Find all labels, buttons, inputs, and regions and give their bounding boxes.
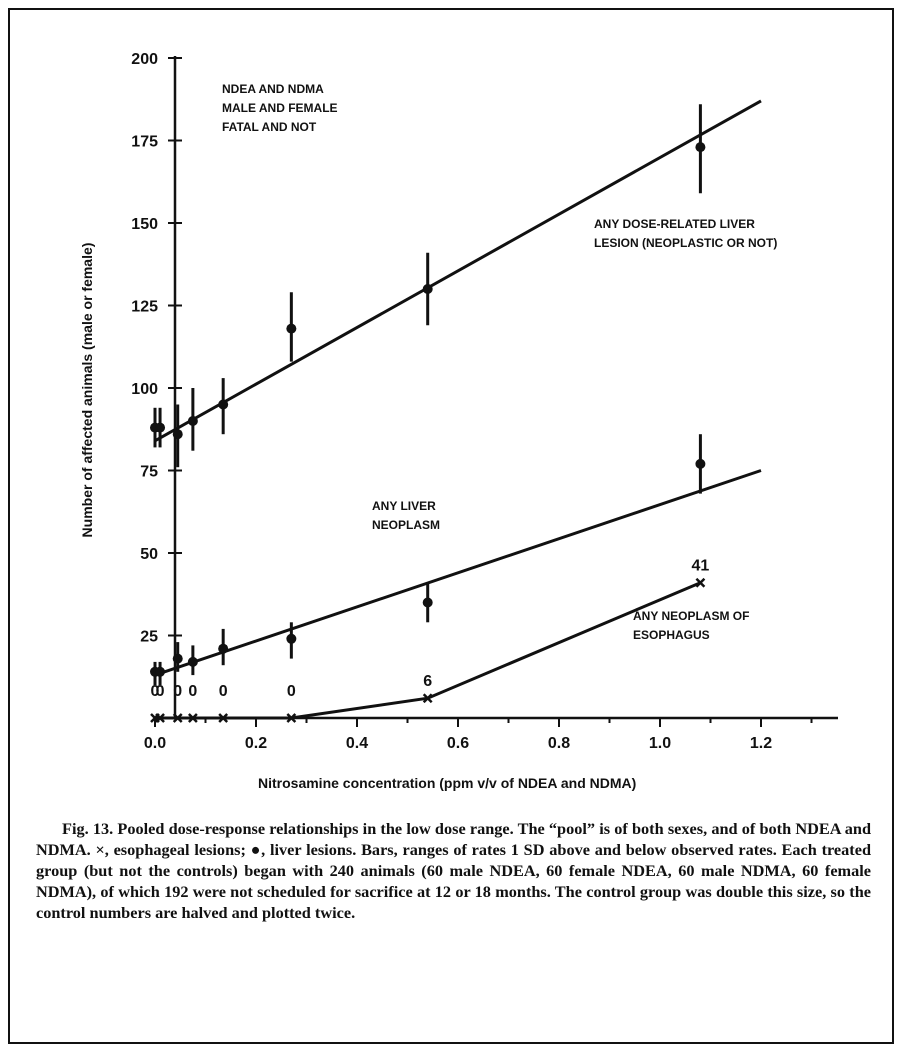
series-label-esophagus-line-2: ESOPHAGUS [633, 628, 710, 642]
x-tick-label: 0.0 [144, 735, 166, 752]
caption-paragraph: Fig. 13. Pooled dose-response relationsh… [36, 819, 871, 922]
y-tick-label: 75 [140, 464, 158, 481]
data-label: 41 [692, 558, 710, 575]
series-line [155, 581, 701, 720]
data-point-dot [155, 422, 166, 433]
y-tick-label: 175 [131, 134, 158, 151]
x-axis-label: Nitrosamine concentration (ppm v/v of ND… [258, 775, 636, 791]
data-point-dot [286, 633, 297, 644]
data-label: 6 [423, 673, 432, 690]
data-label: 0 [156, 683, 165, 700]
data-point-x [218, 713, 229, 723]
x-tick-label: 0.2 [245, 735, 267, 752]
series-line [154, 99, 762, 443]
data-label: 0 [219, 683, 228, 700]
data-point-dot [695, 458, 706, 469]
data-label: 0 [287, 683, 296, 700]
data-label: 0 [188, 683, 197, 700]
data-point-dot [172, 429, 183, 440]
data-point-x [187, 713, 198, 723]
series-label-esophagus-line-1: ANY NEOPLASM OF [633, 609, 749, 623]
data-point-dot [155, 666, 166, 677]
x-tick-label: 0.8 [548, 735, 570, 752]
data-point-dot [286, 323, 297, 334]
legend-line-2: MALE AND FEMALE [222, 101, 338, 115]
data-point-dot [422, 284, 433, 294]
y-tick-label: 100 [131, 381, 158, 398]
x-tick-label: 0.4 [346, 735, 368, 752]
series-label-liver-neoplasm-line-1: ANY LIVER [372, 499, 436, 513]
data-point-dot [172, 653, 183, 664]
series-label-liver-lesion-line-1: ANY DOSE-RELATED LIVER [594, 217, 755, 231]
data-point-dot [218, 399, 229, 410]
series-0 [150, 99, 762, 468]
legend-line-1: NDEA AND NDMA [222, 82, 324, 96]
series-1 [150, 434, 762, 685]
y-tick-label: 200 [131, 51, 158, 68]
data-point-dot [218, 643, 229, 654]
y-tick-label: 125 [131, 299, 158, 316]
series-label-liver-neoplasm-line-2: NEOPLASM [372, 518, 440, 532]
data-point-x [422, 693, 433, 704]
data-label: 0 [151, 683, 160, 700]
dose-response-chart: 25 50 75 100 125 150 175 200 0.0 0.2 0.4 0.6 0.8 1.0 1… [79, 51, 838, 791]
x-tick-label: 0.6 [447, 735, 469, 752]
data-point-x [286, 713, 297, 723]
y-tick-label: 50 [140, 546, 158, 563]
data-point-dot [187, 416, 198, 426]
annotation-layer: NDEA AND NDMA MALE AND FEMALE FATAL AND … [79, 82, 777, 791]
data-point-x [695, 577, 706, 588]
x-tick-label: 1.0 [649, 735, 671, 752]
series-label-liver-lesion-line-2: LESION (NEOPLASTIC OR NOT) [594, 236, 777, 250]
series-line [154, 469, 762, 677]
data-point-x [155, 713, 165, 723]
legend-line-3: FATAL AND NOT [222, 120, 317, 134]
data-point-x [172, 713, 183, 723]
data-point-dot [187, 656, 198, 667]
data-label: 0 [173, 683, 182, 700]
y-tick-label: 25 [140, 629, 158, 646]
figure-caption: Fig. 13. Pooled dose-response relationsh… [36, 818, 871, 923]
data-point-dot [695, 142, 706, 153]
x-tick-label: 1.2 [750, 735, 772, 752]
data-point-dot [422, 597, 433, 608]
y-axis-label: Number of affected animals (male or fema… [79, 243, 95, 538]
figure-frame [8, 8, 894, 1044]
y-tick-label: 150 [131, 216, 158, 233]
